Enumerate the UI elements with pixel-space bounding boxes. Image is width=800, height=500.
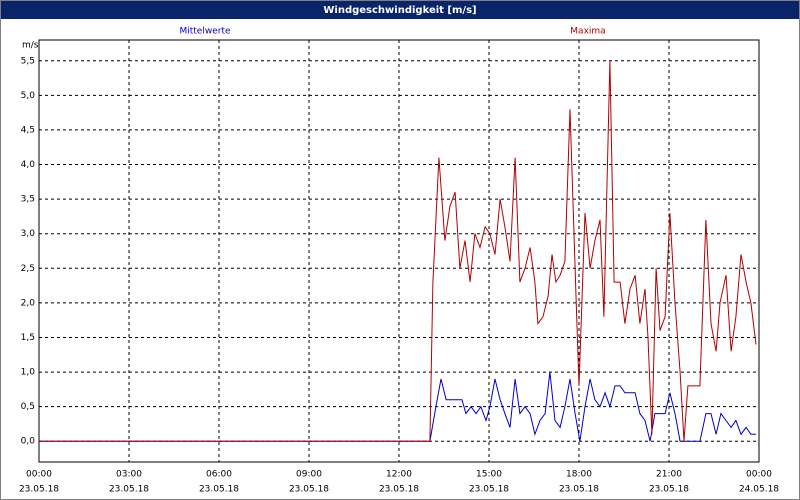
title-bar [1,1,799,19]
chart-title: Windgeschwindigkeit [m/s] [323,5,476,16]
x-tick-label: 15:00 [476,470,502,480]
y-tick-label: 4,5 [21,125,35,135]
x-tick-label: 09:00 [296,470,322,480]
y-tick-label: 1,5 [21,333,35,343]
x-tick-date: 23.05.18 [649,485,689,495]
legend-entry: Mittelwerte [179,27,230,37]
x-tick-date: 24.05.18 [739,485,779,495]
x-tick-date: 23.05.18 [379,485,419,495]
x-tick-label: 21:00 [656,470,682,480]
y-tick-label: 2,5 [21,264,35,274]
y-unit: m/s [22,41,39,51]
x-tick-label: 18:00 [566,470,592,480]
x-tick-date: 23.05.18 [109,485,149,495]
y-tick-label: 5,5 [21,56,35,66]
x-tick-date: 23.05.18 [289,485,329,495]
y-tick-label: 1,0 [21,368,36,378]
y-tick-label: 0,0 [21,437,36,447]
x-tick-date: 23.05.18 [559,485,599,495]
x-tick-date: 23.05.18 [199,485,239,495]
y-tick-label: 3,5 [21,195,35,205]
y-tick-label: 2,0 [21,298,36,308]
x-tick-label: 00:00 [26,470,52,480]
y-tick-label: 0,5 [21,402,35,412]
legend-entry: Maxima [570,27,605,37]
x-tick-label: 00:00 [746,470,772,480]
y-tick-label: 5,0 [21,91,36,101]
x-tick-date: 23.05.18 [19,485,59,495]
x-tick-label: 03:00 [116,470,142,480]
data-line [39,372,756,442]
x-tick-date: 23.05.18 [469,485,509,495]
y-tick-label: 4,0 [21,160,36,170]
x-tick-label: 06:00 [206,470,232,480]
data-line [39,60,757,442]
x-tick-label: 12:00 [386,470,412,480]
y-tick-label: 3,0 [21,229,36,239]
